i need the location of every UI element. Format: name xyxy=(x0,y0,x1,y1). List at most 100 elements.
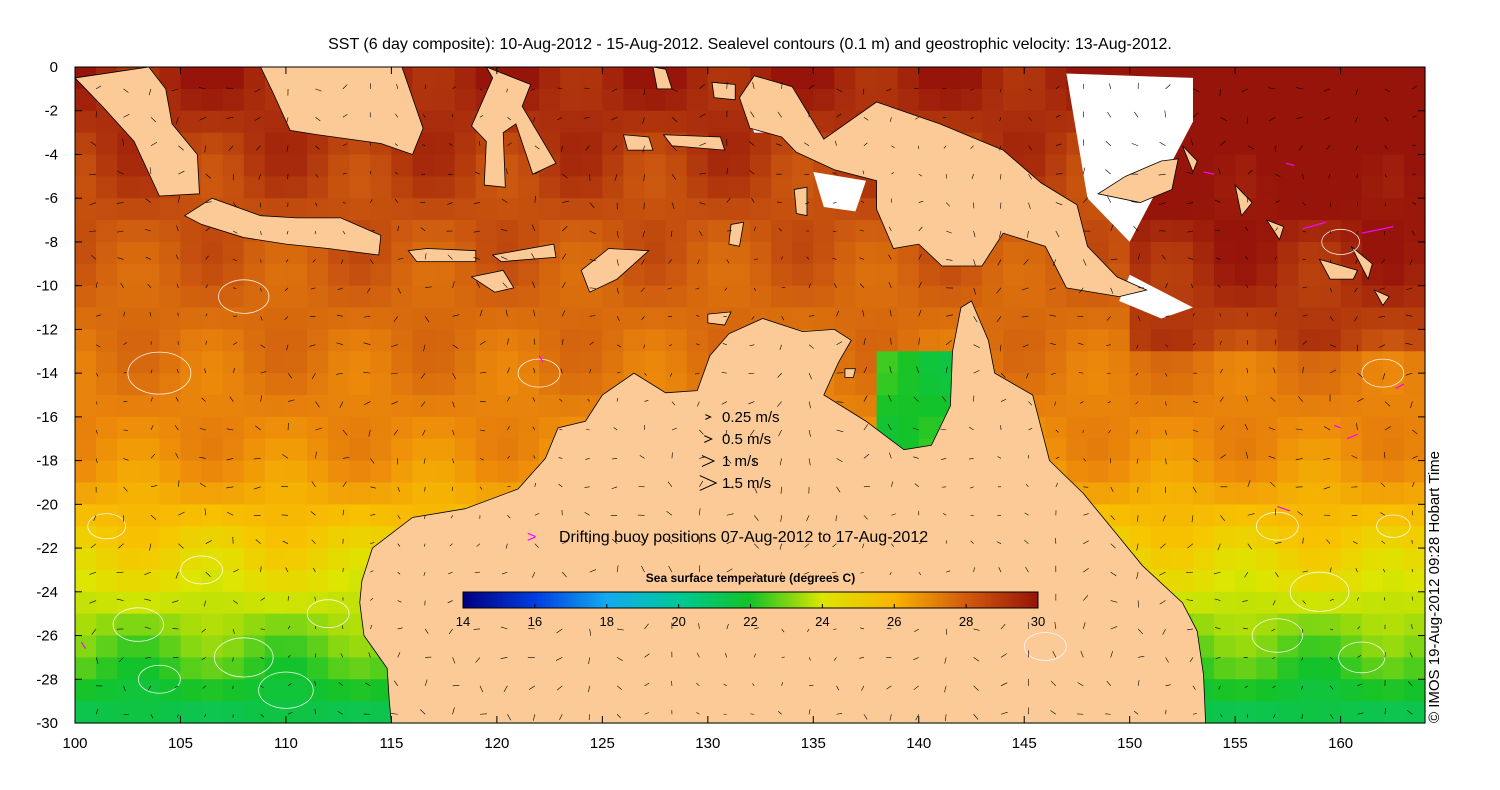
colorbar-tick-label: 20 xyxy=(671,614,685,629)
velocity-legend-label: 0.25 m/s xyxy=(722,409,780,426)
velocity-legend-arrow xyxy=(704,435,713,443)
groote-eylandt xyxy=(844,368,856,378)
x-tick-label: 105 xyxy=(168,735,193,752)
contour-loop xyxy=(1338,641,1386,674)
sulawesi xyxy=(471,66,557,188)
contour-loop xyxy=(87,513,126,540)
new-britain xyxy=(1097,158,1179,203)
sumatra xyxy=(74,66,200,197)
makira xyxy=(1373,289,1390,307)
contour-loop xyxy=(218,279,270,314)
y-tick-label: -30 xyxy=(36,715,58,732)
contour-loop xyxy=(258,671,314,709)
contour-loop xyxy=(1289,571,1350,612)
x-tick-label: 110 xyxy=(274,735,298,752)
buoy-track xyxy=(1346,433,1358,440)
credit-text: © IMOS 19-Aug-2012 09:28 Hobart Time xyxy=(1426,450,1443,723)
contour-loop xyxy=(127,351,192,395)
velocity-legend-label: 1 m/s xyxy=(722,453,759,470)
copyright-credit: © IMOS 19-Aug-2012 09:28 Hobart Time xyxy=(1426,451,1443,733)
x-tick-label: 150 xyxy=(1117,735,1142,752)
buoy-track xyxy=(80,641,87,649)
x-tick-label: 120 xyxy=(484,735,509,752)
velocity-legend-label: 0.5 m/s xyxy=(722,431,771,448)
aru-islands xyxy=(793,186,808,217)
guadalcanal xyxy=(1318,258,1359,280)
buru xyxy=(622,134,654,151)
colorbar-tick-label: 26 xyxy=(887,614,901,629)
buoy-track xyxy=(1302,221,1327,230)
colorbar-tick-label: 30 xyxy=(1031,614,1045,629)
velocity-arrows xyxy=(89,81,1418,722)
y-tick-label: -28 xyxy=(36,671,58,688)
sealevel-contours xyxy=(87,228,1411,709)
melville-island xyxy=(707,311,732,326)
buoy-track xyxy=(1203,171,1215,175)
y-tick-label: -8 xyxy=(45,234,58,251)
buoy-track xyxy=(1285,162,1295,166)
buoy-legend-marker: > xyxy=(527,529,536,546)
contour-loop xyxy=(213,637,274,678)
colorbar-title: Sea surface temperature (degrees C) xyxy=(646,571,855,585)
y-tick-label: -20 xyxy=(36,496,58,513)
west-papua-islands xyxy=(711,81,736,101)
x-tick-label: 125 xyxy=(590,735,615,752)
x-tick-label: 160 xyxy=(1328,735,1353,752)
x-tick-label: 140 xyxy=(906,735,931,752)
colorbar-tick-label: 22 xyxy=(743,614,757,629)
y-tick-label: -2 xyxy=(45,103,58,120)
contour-loop xyxy=(137,664,181,694)
buoy-track xyxy=(1277,505,1291,512)
australia-mainland xyxy=(359,300,1207,724)
contour-loop xyxy=(1255,511,1299,541)
y-tick-label: 0 xyxy=(50,59,58,76)
colorbar-tick-label: 14 xyxy=(456,614,470,629)
velocity-legend-arrow xyxy=(699,475,718,491)
lombok-sumbawa xyxy=(407,248,477,263)
timor xyxy=(580,248,650,293)
contour-loop xyxy=(306,599,350,629)
colorbar-tick-label: 16 xyxy=(528,614,542,629)
colorbar-tick-label: 28 xyxy=(959,614,973,629)
y-tick-label: -4 xyxy=(45,146,58,163)
flores xyxy=(491,243,557,263)
y-tick-label: -14 xyxy=(36,365,58,382)
y-tick-label: -18 xyxy=(36,453,58,470)
seram xyxy=(662,134,726,151)
y-tick-label: -24 xyxy=(36,584,58,601)
y-tick-label: -26 xyxy=(36,628,58,645)
x-tick-label: 135 xyxy=(801,735,826,752)
velocity-legend-arrow xyxy=(705,414,712,420)
malaita xyxy=(1350,245,1373,281)
bougainville xyxy=(1234,183,1253,217)
contour-loop xyxy=(1321,228,1360,255)
colorbar-tick-label: 18 xyxy=(600,614,614,629)
solomon-islands xyxy=(1265,219,1285,241)
figure-title: SST (6 day composite): 10-Aug-2012 - 15-… xyxy=(328,36,1172,53)
colorbar-tick-label: 24 xyxy=(815,614,829,629)
sumba xyxy=(470,269,515,293)
buoy-tracks xyxy=(80,162,1405,649)
buoy-track xyxy=(1334,425,1341,429)
x-tick-label: 155 xyxy=(1223,735,1248,752)
y-tick-label: -16 xyxy=(36,409,58,426)
velocity-legend-label: 1.5 m/s xyxy=(722,475,771,492)
x-tick-label: 145 xyxy=(1012,735,1037,752)
halmahera xyxy=(652,66,673,90)
contour-loop xyxy=(112,607,164,642)
buoy-track xyxy=(1361,226,1394,234)
new-guinea xyxy=(739,75,1148,298)
y-tick-label: -22 xyxy=(36,540,58,557)
contour-loop xyxy=(1023,632,1067,661)
buoy-track xyxy=(1395,383,1405,389)
new-ireland xyxy=(1182,145,1198,174)
land-masses xyxy=(74,66,1390,724)
contour-loop xyxy=(1376,514,1411,538)
x-tick-label: 130 xyxy=(695,735,720,752)
plot-frame xyxy=(74,66,1426,724)
y-tick-label: -10 xyxy=(36,278,58,295)
x-tick-label: 115 xyxy=(379,735,403,752)
buoy-legend-label: Drifting buoy positions 07-Aug-2012 to 1… xyxy=(559,529,928,546)
